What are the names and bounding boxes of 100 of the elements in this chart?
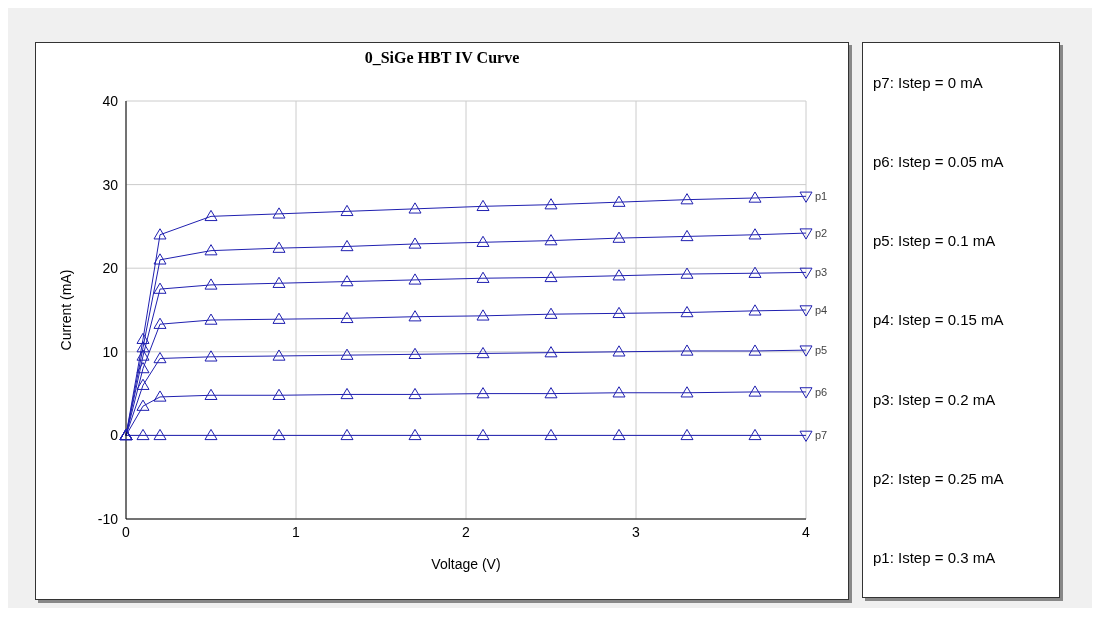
point [680, 193, 694, 205]
point [612, 386, 626, 398]
point [272, 276, 286, 288]
point [153, 317, 167, 329]
y-tick-label: 40 [102, 92, 119, 109]
point [476, 309, 490, 321]
series-label: p6 [815, 385, 828, 398]
point [408, 237, 422, 249]
point [272, 349, 286, 361]
point [612, 306, 626, 319]
point [748, 266, 762, 278]
point [680, 344, 694, 356]
text: p3: Istep = 0.2 mA [873, 390, 997, 408]
point [136, 428, 150, 441]
point [408, 202, 422, 214]
point [476, 346, 490, 359]
x-tick-label: 2 [462, 523, 471, 540]
y-tick-label: 0 [110, 427, 119, 444]
point [153, 390, 167, 402]
point [799, 267, 813, 279]
point [272, 388, 286, 400]
point [680, 306, 694, 318]
y-tick-label: 30 [102, 176, 119, 193]
point [476, 199, 490, 212]
point [799, 387, 813, 399]
point [612, 428, 626, 441]
point [408, 387, 422, 400]
point [748, 304, 762, 316]
point [680, 386, 694, 398]
point [136, 341, 150, 353]
point [340, 239, 354, 252]
point [544, 346, 558, 358]
point [612, 231, 626, 243]
point [544, 387, 558, 399]
point [476, 271, 490, 283]
point [799, 191, 813, 203]
point [272, 312, 286, 324]
point [272, 428, 286, 441]
point [680, 229, 694, 242]
y-axis-title: Current (mA) [57, 269, 74, 351]
point [340, 311, 354, 324]
point [799, 430, 813, 442]
point [408, 310, 422, 322]
point [408, 347, 422, 360]
text: p5: Istep = 0.1 mA [873, 232, 997, 250]
x-tick-label: 1 [292, 523, 301, 540]
series-label: p7 [815, 429, 828, 442]
point [680, 267, 694, 279]
point [748, 228, 762, 240]
point [204, 313, 218, 325]
point [153, 228, 167, 240]
point [748, 428, 762, 441]
point [204, 388, 218, 400]
point [340, 428, 354, 441]
point [544, 270, 558, 283]
point [544, 198, 558, 210]
text: p2: Istep = 0.25 mA [873, 469, 1005, 487]
series-label: p5 [815, 344, 828, 357]
point [408, 428, 422, 441]
point [272, 207, 286, 219]
y-tick-label: 10 [102, 343, 119, 360]
point [153, 428, 167, 441]
point [408, 273, 422, 285]
text: p7: Istep = 0 mA [873, 74, 984, 92]
series-label: p2 [815, 227, 828, 240]
point [136, 362, 150, 374]
point [544, 307, 558, 319]
y-tick-label: 20 [102, 260, 119, 277]
point [748, 191, 762, 203]
point [799, 345, 813, 357]
point [136, 332, 150, 344]
text: p6: Istep = 0.05 mA [873, 153, 1005, 171]
point [340, 204, 354, 217]
point [544, 234, 558, 246]
point [153, 282, 167, 294]
series-label: p3 [815, 266, 828, 279]
chart-title: 0_SiGe HBT IV Curve [363, 49, 521, 67]
point [612, 195, 626, 207]
point [204, 244, 218, 256]
point [340, 275, 354, 287]
point [340, 348, 354, 360]
point [340, 387, 354, 400]
point [272, 241, 286, 253]
point [680, 428, 694, 441]
series-label: p4 [815, 304, 828, 316]
series-label: p1 [815, 190, 828, 203]
point [136, 378, 150, 390]
point [476, 235, 490, 247]
point [748, 344, 762, 356]
text: p4: Istep = 0.15 mA [873, 311, 1005, 329]
point [204, 209, 218, 222]
point [476, 428, 490, 441]
x-tick-label: 0 [122, 523, 131, 540]
point [476, 387, 490, 399]
x-tick-label: 3 [632, 523, 641, 540]
point [799, 305, 813, 317]
y-tick-label: -10 [97, 510, 119, 527]
point [136, 349, 150, 361]
point [748, 385, 762, 397]
text: p1: Istep = 0.3 mA [873, 548, 997, 566]
